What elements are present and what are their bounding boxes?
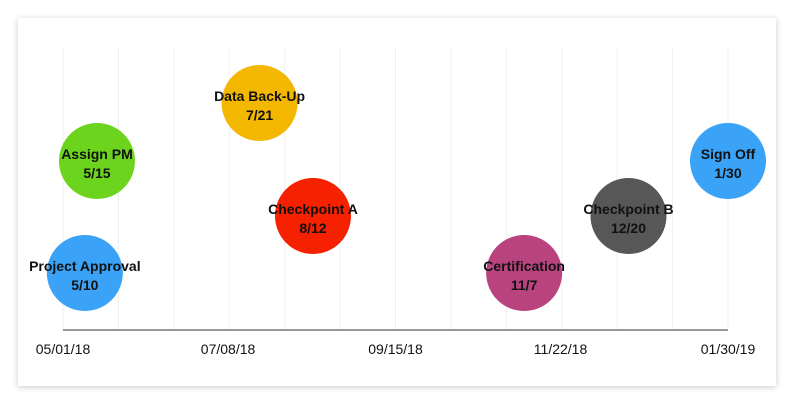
milestone-marker: Sign Off 1/30 (690, 123, 766, 199)
milestone-circle (46, 235, 123, 311)
milestone-circle (274, 178, 351, 254)
milestone-date: 1/30 (714, 165, 741, 181)
milestone-date: 5/15 (83, 165, 110, 181)
x-tick-label: 05/01/18 (36, 341, 91, 357)
x-tick-label: 11/22/18 (534, 341, 588, 357)
milestone-marker: Data Back-Up 7/21 (214, 65, 305, 141)
milestone-date: 5/10 (71, 277, 98, 293)
milestone-name: Checkpoint A (268, 201, 358, 217)
x-tick-label: 01/30/19 (701, 341, 756, 357)
milestone-date: 11/7 (511, 277, 538, 293)
milestone-date: 7/21 (246, 107, 273, 123)
milestone-date: 8/12 (299, 220, 326, 236)
milestone-circle (58, 123, 135, 199)
milestone-name: Certification (483, 258, 565, 274)
milestone-circle (221, 65, 298, 141)
milestone-marker: Checkpoint B 12/20 (583, 178, 674, 254)
milestone-circle (590, 178, 667, 254)
milestone-date: 12/20 (611, 220, 646, 236)
milestone-marker: Checkpoint A 8/12 (268, 178, 358, 254)
milestone-name: Data Back-Up (214, 88, 305, 104)
milestone-name: Checkpoint B (583, 201, 673, 217)
milestone-name: Project Approval (29, 258, 141, 274)
x-axis-tick-labels: 05/01/18 07/08/18 09/15/18 11/22/18 01/30/19 (36, 341, 756, 357)
milestone-name: Assign PM (61, 146, 133, 162)
x-tick-label: 09/15/18 (368, 341, 423, 357)
milestone-marker: Assign PM 5/15 (58, 123, 135, 199)
milestone-name: Sign Off (701, 146, 756, 162)
x-tick-label: 07/08/18 (201, 341, 256, 357)
milestone-circle (690, 123, 766, 199)
milestone-marker: Project Approval 5/10 (29, 235, 141, 311)
milestone-markers: Project Approval 5/10 Assign PM 5/15 Data Ba… (29, 65, 766, 311)
milestone-marker: Certification 11/7 (483, 235, 565, 311)
milestone-circle (486, 235, 563, 311)
